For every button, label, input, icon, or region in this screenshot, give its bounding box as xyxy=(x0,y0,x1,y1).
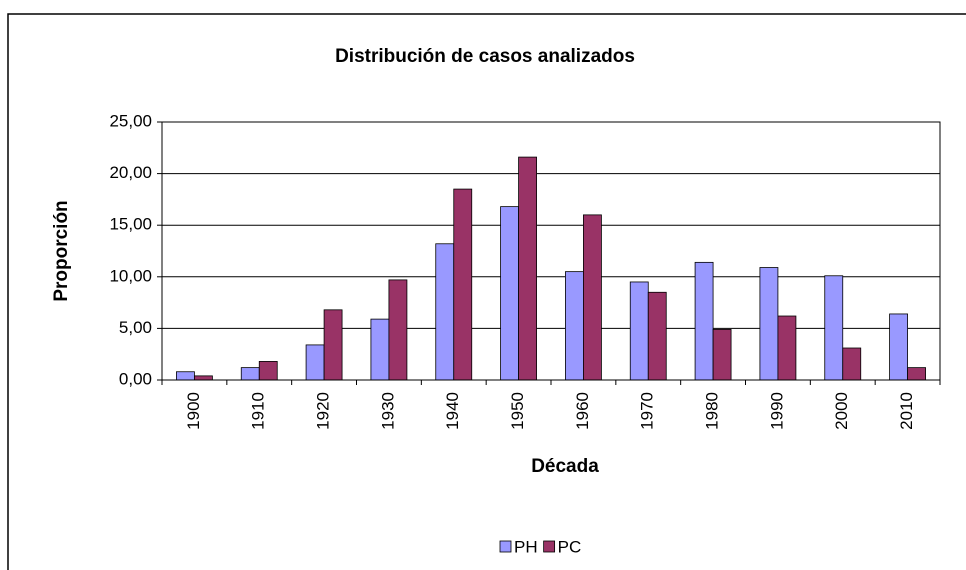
x-tick-label: 1920 xyxy=(314,392,333,430)
bar xyxy=(712,329,732,381)
bar xyxy=(240,367,260,381)
x-tick-label: 1910 xyxy=(249,392,268,430)
x-tick-label: 1960 xyxy=(573,392,592,430)
bar xyxy=(629,281,649,381)
legend-swatch xyxy=(543,540,556,553)
x-tick-label: 1900 xyxy=(184,392,203,430)
bar xyxy=(647,291,667,381)
bar xyxy=(583,214,602,381)
x-tick-label: 1940 xyxy=(443,392,462,430)
bar xyxy=(759,267,779,381)
bar xyxy=(323,309,343,381)
bar xyxy=(370,318,390,381)
chart-title: Distribución de casos analizados xyxy=(335,46,635,67)
y-tick-label: 15,00 xyxy=(109,215,152,234)
x-tick-label: 2010 xyxy=(897,392,916,430)
legend-label: PC xyxy=(558,537,582,556)
bar xyxy=(824,275,844,381)
y-tick-label: 10,00 xyxy=(109,266,152,285)
bar xyxy=(694,261,714,381)
bar xyxy=(500,206,519,381)
bar xyxy=(194,375,213,381)
bar xyxy=(176,371,195,381)
y-axis-label: Proporción xyxy=(51,200,72,301)
legend-label: PH xyxy=(514,537,538,556)
bar xyxy=(258,361,278,381)
bar xyxy=(565,271,584,381)
bar xyxy=(777,315,797,381)
bar xyxy=(305,344,325,381)
x-tick-label: 2000 xyxy=(832,392,851,430)
bar xyxy=(453,188,473,381)
x-tick-label: 1990 xyxy=(767,392,786,430)
x-tick-label: 1930 xyxy=(378,392,397,430)
bar xyxy=(889,313,908,381)
y-tick-label: 25,00 xyxy=(109,111,152,130)
x-tick-label: 1980 xyxy=(703,392,722,430)
y-tick-label: 20,00 xyxy=(109,163,152,182)
x-tick-label: 1970 xyxy=(638,392,657,430)
bar xyxy=(518,156,537,381)
legend-swatch xyxy=(499,540,512,553)
y-tick-label: 5,00 xyxy=(119,318,152,337)
bar xyxy=(435,243,455,381)
bar xyxy=(907,367,926,381)
y-tick-label: 0,00 xyxy=(119,369,152,388)
x-axis-label: Década xyxy=(531,456,599,477)
bar xyxy=(842,347,862,381)
bar xyxy=(388,279,408,381)
chart-frame xyxy=(7,13,966,570)
x-tick-label: 1950 xyxy=(508,392,527,430)
